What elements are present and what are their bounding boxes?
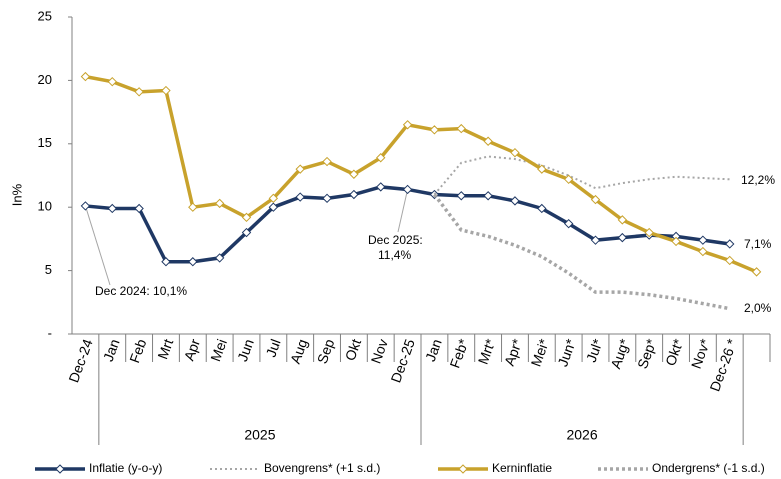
marker [295, 192, 305, 202]
annotation: Dec 2024: 10,1% [95, 284, 187, 298]
marker [563, 174, 574, 185]
y-tick-label: 20 [38, 72, 52, 87]
marker [322, 193, 332, 204]
marker [268, 202, 279, 212]
x-tick-label: Mrt* [475, 336, 499, 366]
marker [483, 136, 493, 146]
marker [402, 120, 413, 130]
marker [590, 235, 601, 245]
marker [483, 191, 493, 201]
marker [456, 191, 466, 201]
marker [590, 194, 601, 205]
marker [80, 201, 91, 211]
marker [698, 246, 708, 257]
marker [134, 87, 144, 97]
y-tick-label: 25 [38, 8, 52, 23]
legend-marker [458, 464, 468, 474]
x-tick-label: Aug* [607, 336, 633, 371]
x-tick-label: Mei [207, 337, 230, 364]
y-axis-label: In% [9, 183, 24, 206]
marker [349, 189, 359, 200]
x-tick-label: Okt [342, 337, 365, 363]
marker [644, 227, 654, 238]
marker [751, 267, 762, 277]
marker [268, 193, 279, 204]
x-tick-label: Nov* [688, 336, 714, 371]
x-tick-label: Jan [422, 337, 445, 364]
x-tick-label: Dec-25 [387, 337, 418, 385]
series-line [85, 74, 758, 274]
marker [510, 196, 520, 206]
annotation: 12,2% [741, 173, 775, 187]
year-label: 2025 [244, 427, 275, 443]
marker [161, 257, 171, 267]
marker [402, 184, 413, 195]
x-tick-label: Feb* [446, 336, 471, 370]
leader-line [84, 205, 111, 286]
annotation: Dec 2025: [368, 233, 423, 247]
marker [295, 164, 305, 174]
marker [107, 76, 117, 87]
marker [617, 215, 628, 225]
x-tick-label: Feb [126, 337, 149, 365]
year-label: 2026 [566, 427, 597, 443]
marker [241, 227, 252, 238]
legend-label: Bovengrens* (+1 s.d.) [264, 461, 380, 475]
legend-label: Ondergrens* (-1 s.d.) [652, 461, 765, 475]
legend-marker [55, 464, 65, 474]
marker [80, 71, 91, 82]
x-tick-label: Dec-24 [65, 337, 96, 385]
marker [107, 203, 117, 214]
marker [537, 203, 547, 214]
marker [725, 239, 735, 249]
x-tick-label: Sep* [634, 336, 660, 371]
annotation: 11,4% [378, 248, 411, 262]
x-tick-label: Jun [234, 337, 257, 364]
x-tick-label: Mei* [527, 336, 552, 368]
marker [241, 212, 252, 223]
marker [671, 236, 681, 247]
x-tick-label: Apr* [501, 336, 526, 368]
marker [510, 147, 520, 158]
marker [188, 257, 198, 267]
legend-label: Inflatie (y-o-y) [89, 461, 162, 475]
marker [617, 232, 628, 243]
x-tick-label: Jan [100, 337, 123, 364]
x-tick-label: Jul [262, 337, 283, 359]
x-tick-label: Jul* [583, 336, 606, 364]
x-tick-label: Jun* [554, 336, 579, 368]
x-tick-label: Okt* [662, 336, 687, 368]
x-tick-label: Aug [287, 337, 311, 366]
legend-label: Kerninflatie [492, 461, 552, 475]
marker [456, 123, 466, 134]
marker [537, 164, 547, 174]
marker [188, 202, 198, 212]
y-tick-label: 15 [38, 135, 52, 150]
marker [161, 85, 171, 96]
y-tick-label: 10 [38, 199, 52, 214]
series-line [433, 193, 731, 311]
marker [376, 153, 386, 163]
marker [214, 253, 225, 263]
y-tick-label: - [48, 325, 52, 340]
marker [429, 125, 440, 135]
marker [214, 198, 225, 209]
marker [725, 255, 735, 266]
x-tick-label: Mrt [154, 337, 176, 362]
marker [349, 169, 359, 179]
leader-line [397, 189, 409, 233]
x-tick-label: Sep [314, 337, 338, 366]
y-tick-label: 5 [45, 262, 52, 277]
marker [134, 203, 144, 214]
marker [322, 156, 332, 167]
x-tick-label: Nov [367, 337, 391, 366]
annotation: 7,1% [744, 237, 772, 251]
x-tick-label: Apr [181, 337, 204, 363]
marker [563, 218, 574, 229]
marker [376, 182, 386, 192]
annotation: 2,0% [744, 301, 772, 315]
marker [698, 235, 708, 245]
